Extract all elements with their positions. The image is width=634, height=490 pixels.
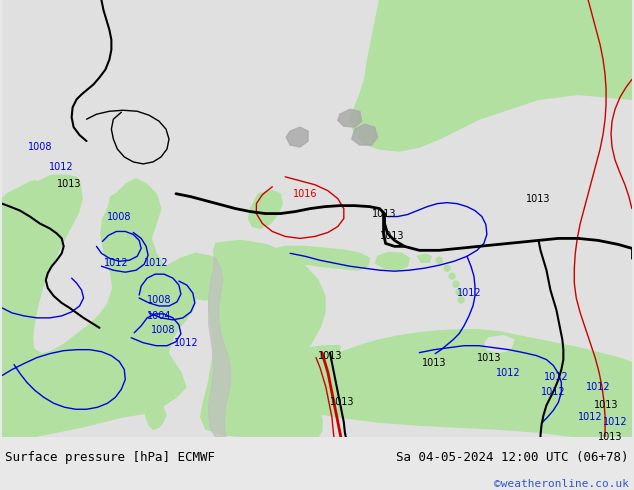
Text: 1012: 1012 <box>544 372 569 383</box>
Text: Surface pressure [hPa] ECMWF: Surface pressure [hPa] ECMWF <box>5 451 215 464</box>
Text: ©weatheronline.co.uk: ©weatheronline.co.uk <box>494 479 629 489</box>
Circle shape <box>456 289 462 295</box>
Text: 1016: 1016 <box>293 189 318 199</box>
Polygon shape <box>201 241 325 437</box>
Text: 1004: 1004 <box>147 311 171 321</box>
Text: 1008: 1008 <box>147 295 171 305</box>
Text: 1013: 1013 <box>422 358 446 368</box>
Text: 1013: 1013 <box>594 400 618 410</box>
Circle shape <box>458 297 464 303</box>
Text: 1012: 1012 <box>49 162 74 172</box>
Text: Sa 04-05-2024 12:00 UTC (06+78): Sa 04-05-2024 12:00 UTC (06+78) <box>396 451 629 464</box>
Text: 1008: 1008 <box>151 325 175 335</box>
Text: 1013: 1013 <box>380 231 404 242</box>
Circle shape <box>444 265 450 271</box>
Polygon shape <box>417 254 431 262</box>
Polygon shape <box>249 191 282 228</box>
Text: 1012: 1012 <box>456 288 481 298</box>
Text: 1012: 1012 <box>586 382 611 392</box>
Text: 1013: 1013 <box>372 209 397 219</box>
Text: 1013: 1013 <box>318 351 342 361</box>
Polygon shape <box>352 124 378 145</box>
Text: 1012: 1012 <box>578 412 602 422</box>
Text: 1013: 1013 <box>526 194 551 204</box>
Text: 1013: 1013 <box>598 432 623 442</box>
Polygon shape <box>22 169 84 356</box>
Polygon shape <box>209 256 231 437</box>
Polygon shape <box>338 109 362 127</box>
Polygon shape <box>278 330 632 437</box>
Circle shape <box>436 257 442 263</box>
Circle shape <box>453 281 459 287</box>
Text: 1012: 1012 <box>104 258 129 268</box>
Polygon shape <box>2 169 186 437</box>
Polygon shape <box>375 252 410 270</box>
Circle shape <box>449 273 455 279</box>
Polygon shape <box>268 246 370 270</box>
Polygon shape <box>350 0 632 151</box>
Polygon shape <box>34 169 112 353</box>
Text: 1013: 1013 <box>477 353 501 363</box>
Text: 1012: 1012 <box>541 388 566 397</box>
Polygon shape <box>136 266 196 429</box>
Text: 1012: 1012 <box>496 368 521 377</box>
Text: 1012: 1012 <box>174 338 198 348</box>
Text: 1012: 1012 <box>603 417 627 427</box>
Text: 1008: 1008 <box>28 142 52 152</box>
Text: 1008: 1008 <box>107 212 132 221</box>
Polygon shape <box>166 253 229 300</box>
Polygon shape <box>286 127 308 147</box>
Polygon shape <box>263 336 300 361</box>
Polygon shape <box>485 336 514 353</box>
Text: 1013: 1013 <box>58 179 82 189</box>
Text: 1013: 1013 <box>330 397 354 407</box>
Text: 1012: 1012 <box>144 258 169 268</box>
